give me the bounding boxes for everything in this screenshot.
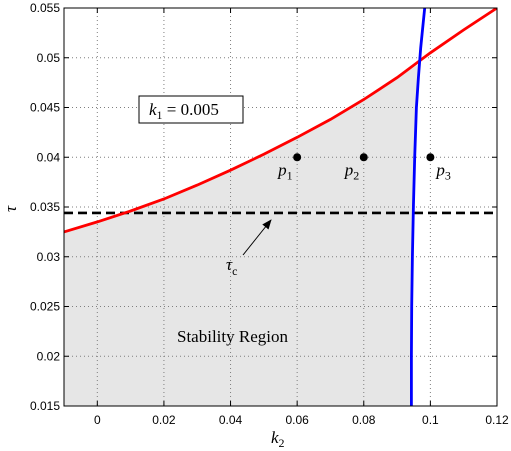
- y-tick-label-7: 0.05: [37, 51, 61, 65]
- y-tick-label-2: 0.025: [30, 300, 60, 314]
- y-tick-label-0: 0.015: [30, 399, 60, 413]
- x-tick-label-2: 0.04: [219, 413, 243, 427]
- tau-c-sub: c: [232, 264, 237, 278]
- points: p1 p2 p3: [277, 153, 451, 182]
- k1-main: k: [149, 100, 157, 119]
- tau-c-label: τc: [226, 255, 237, 278]
- ticks: [64, 7, 498, 407]
- point-p2: [359, 153, 368, 162]
- point-label-sub: 2: [353, 168, 359, 182]
- x-axis-label-sub: 2: [279, 436, 285, 450]
- point-p3: [426, 153, 435, 162]
- point-label-sub: 1: [287, 168, 293, 182]
- k1-rest: = 0.005: [163, 100, 219, 119]
- tau-c-main: τ: [226, 255, 233, 274]
- stability-region: [64, 63, 420, 406]
- k1-sub: 1: [157, 108, 163, 122]
- tau-c-arrow: [242, 219, 272, 256]
- tick-labels: 0 0.02 0.04 0.06 0.08 0.1 0.12 0.015 0.02 0.025 0.…: [30, 1, 509, 427]
- point-label-p2: p2: [344, 160, 360, 182]
- point-label-main: p: [277, 160, 287, 179]
- k1-annotation: k1 = 0.005: [149, 100, 219, 122]
- x-tick-label-6: 0.12: [485, 413, 509, 427]
- x-tick-label-4: 0.08: [352, 413, 376, 427]
- x-tick-label-3: 0.06: [285, 413, 309, 427]
- x-tick-label-0: 0: [94, 413, 101, 427]
- point-label-p3: p3: [435, 160, 451, 182]
- y-tick-label-6: 0.045: [30, 101, 60, 115]
- plot-frame: [63, 7, 498, 407]
- blue-curve: [410, 8, 427, 406]
- point-p1: [293, 153, 302, 162]
- stability-region-label: Stability Region: [177, 327, 288, 346]
- y-tick-label-1: 0.02: [37, 349, 61, 363]
- point-label-main: p: [344, 160, 354, 179]
- point-label-p1: p1: [277, 160, 293, 182]
- k1-box: [138, 95, 244, 124]
- point-label-main: p: [435, 160, 445, 179]
- y-tick-label-8: 0.055: [30, 1, 60, 15]
- y-tick-label-3: 0.03: [37, 250, 61, 264]
- x-axis-label: k2: [271, 428, 285, 450]
- point-label-sub: 3: [445, 168, 451, 182]
- x-tick-label-5: 0.1: [422, 413, 439, 427]
- y-tick-label-5: 0.04: [37, 150, 61, 164]
- x-axis-label-main: k: [271, 428, 279, 447]
- y-tick-label-4: 0.035: [30, 200, 60, 214]
- red-curve: [64, 8, 497, 234]
- x-tick-label-1: 0.02: [152, 413, 176, 427]
- y-axis-label: τ: [1, 205, 20, 212]
